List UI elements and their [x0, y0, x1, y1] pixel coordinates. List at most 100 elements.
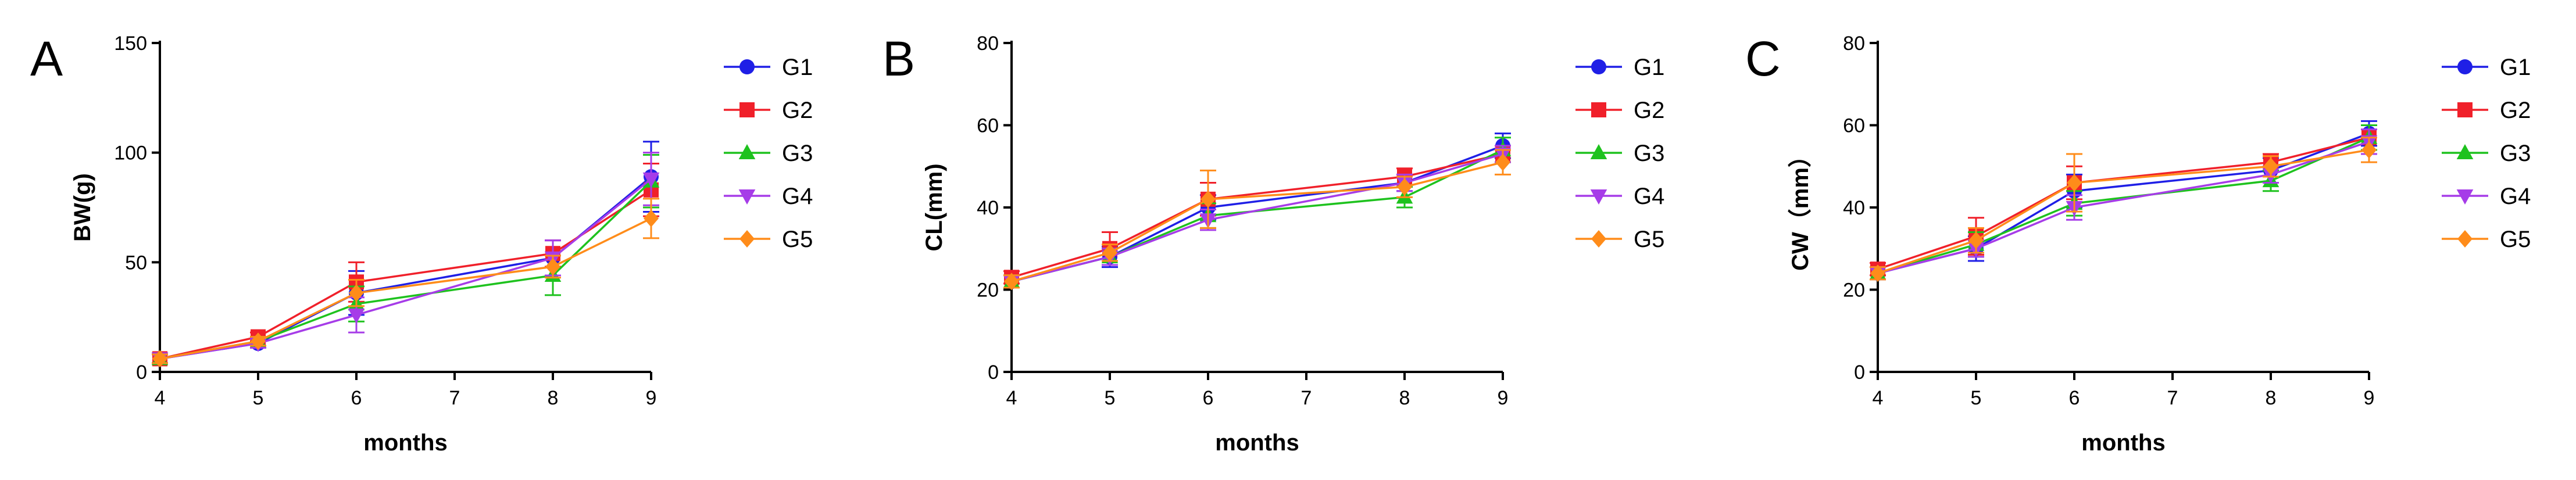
legend: G1 G2 G3 G4 G5 — [2442, 55, 2531, 252]
legend-label: G1 — [782, 55, 813, 80]
legend-label: G3 — [2500, 141, 2531, 166]
legend-label: G2 — [2500, 98, 2531, 123]
data-point — [545, 257, 560, 275]
legend-marker — [1590, 144, 1607, 160]
x-tick-label: 5 — [253, 387, 264, 409]
y-tick-label: 150 — [114, 33, 147, 55]
x-tick-label: 7 — [1301, 387, 1312, 409]
series-G5 — [1003, 149, 1511, 291]
data-point — [2067, 174, 2082, 192]
x-tick-label: 9 — [2364, 387, 2375, 409]
legend-label: G4 — [782, 184, 813, 209]
legend-label: G5 — [2500, 227, 2531, 252]
y-tick-label: 40 — [1843, 197, 1865, 219]
data-point — [1004, 273, 1019, 291]
panel-C: C 0 20 40 60 80 4 5 6 7 8 9 months CW（mm） G1 G2 G3 G4 G5 — [1745, 31, 2531, 456]
series-G2 — [152, 163, 659, 367]
y-tick-label: 0 — [136, 361, 147, 384]
series-line — [159, 180, 652, 360]
legend-label: G3 — [782, 141, 813, 166]
legend-label: G2 — [1634, 98, 1664, 123]
series-G4 — [1869, 128, 2378, 282]
legend-marker — [739, 230, 755, 248]
x-tick-label: 8 — [2266, 387, 2277, 409]
data-point — [1870, 264, 1885, 282]
legend-marker — [1591, 59, 1606, 74]
y-tick-label: 20 — [977, 280, 999, 302]
legend-marker — [2457, 102, 2473, 117]
x-tick-label: 7 — [449, 387, 460, 409]
y-tick-label: 0 — [1854, 361, 1865, 384]
data-point — [348, 308, 365, 324]
legend-marker — [1590, 189, 1607, 205]
legend: G1 G2 G3 G4 G5 — [724, 55, 813, 252]
series-G5 — [152, 198, 659, 368]
x-tick-label: 6 — [351, 387, 362, 409]
series-line — [159, 217, 652, 360]
x-tick-label: 8 — [1399, 387, 1410, 409]
y-axis-title: CW（mm） — [1788, 144, 1813, 271]
data-point — [1102, 243, 1117, 262]
panel-B: B 0 20 40 60 80 4 5 6 7 8 9 months CL(mm) G1 G2 G3 G4 G5 — [883, 31, 1664, 456]
legend-label: G4 — [1634, 184, 1664, 209]
legend-marker — [739, 59, 755, 74]
legend-label: G2 — [782, 98, 813, 123]
series-line — [159, 178, 652, 360]
data-point — [1968, 231, 1984, 249]
legend-marker — [739, 102, 755, 117]
series-G5 — [1870, 137, 2377, 282]
data-point — [642, 172, 660, 188]
y-tick-label: 80 — [977, 33, 999, 55]
y-tick-label: 0 — [988, 361, 999, 384]
x-tick-label: 4 — [1006, 387, 1017, 409]
series-line — [159, 175, 652, 360]
y-axis-title: CL(mm) — [921, 163, 947, 251]
x-axis-title: months — [1215, 430, 1299, 456]
data-point — [251, 332, 266, 350]
y-tick-label: 60 — [1843, 115, 1865, 137]
y-tick-label: 40 — [977, 197, 999, 219]
data-point — [2263, 157, 2278, 175]
legend-marker — [2456, 144, 2474, 160]
y-tick-label: 100 — [114, 142, 147, 164]
x-tick-label: 5 — [1971, 387, 1982, 409]
panel-letter: C — [1745, 31, 1781, 86]
y-tick-label: 50 — [125, 252, 147, 274]
panel-A: A 0 50 100 150 4 5 6 7 8 9 months BW(g) G1 G2 G3 G4 G5 — [30, 31, 813, 456]
series-G4 — [1003, 145, 1512, 291]
x-tick-label: 5 — [1105, 387, 1116, 409]
x-tick-label: 9 — [1498, 387, 1509, 409]
data-point — [1201, 190, 1216, 208]
legend-label: G1 — [1634, 55, 1664, 80]
legend-label: G4 — [2500, 184, 2531, 209]
legend-marker — [1591, 102, 1606, 117]
series-line — [1877, 137, 2370, 274]
legend-label: G1 — [2500, 55, 2531, 80]
x-tick-label: 4 — [1873, 387, 1884, 409]
x-axis-title: months — [363, 430, 447, 456]
x-tick-label: 6 — [1203, 387, 1214, 409]
x-tick-label: 9 — [646, 387, 657, 409]
x-tick-label: 7 — [2167, 387, 2178, 409]
legend-marker — [738, 189, 756, 205]
y-tick-label: 80 — [1843, 33, 1865, 55]
legend-marker — [738, 144, 756, 160]
legend-marker — [2457, 59, 2473, 74]
x-tick-label: 4 — [155, 387, 166, 409]
legend-label: G5 — [782, 227, 813, 252]
panel-letter: A — [30, 31, 63, 86]
series-G4 — [151, 152, 660, 368]
legend-marker — [2457, 230, 2473, 248]
data-point — [152, 350, 167, 368]
panel-letter: B — [883, 31, 915, 86]
y-tick-label: 60 — [977, 115, 999, 137]
x-axis-title: months — [2081, 430, 2165, 456]
x-tick-label: 6 — [2069, 387, 2080, 409]
data-point — [349, 284, 364, 302]
data-point — [1397, 178, 1412, 196]
legend-label: G5 — [1634, 227, 1664, 252]
series-line — [159, 189, 652, 360]
series-G1 — [152, 141, 659, 367]
legend-marker — [1591, 230, 1606, 248]
